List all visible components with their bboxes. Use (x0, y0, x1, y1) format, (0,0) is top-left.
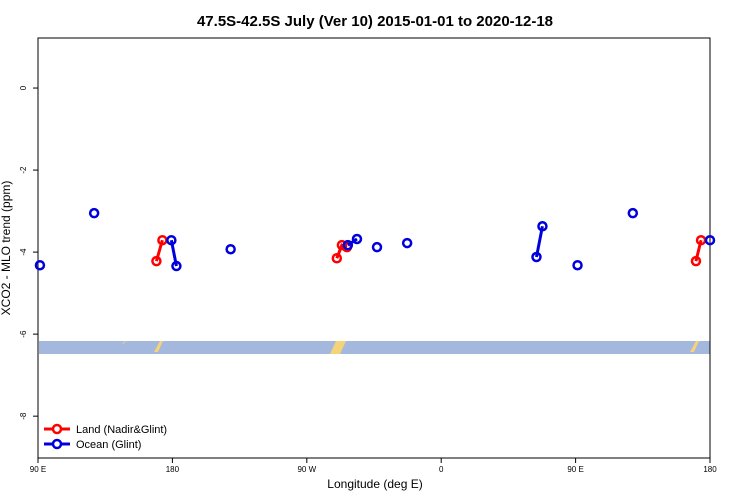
y-tick-label: -2 (19, 166, 28, 174)
data-point (331, 253, 343, 264)
data-point (371, 241, 383, 253)
data-point (627, 207, 639, 219)
data-point (401, 237, 413, 249)
land-patch (330, 341, 346, 354)
legend-label: Ocean (Glint) (76, 439, 141, 451)
data-point (690, 255, 702, 267)
x-axis-label: Longitude (deg E) (327, 477, 422, 491)
data-point (171, 260, 182, 272)
series-line (347, 237, 358, 247)
y-tick-label: -6 (19, 330, 28, 338)
land-strip (39, 341, 710, 354)
data-point (336, 239, 348, 251)
y-tick-label: -8 (19, 412, 28, 420)
data-point (704, 234, 716, 246)
data-point (34, 259, 46, 271)
legend-label: Land (Nadir&Glint) (76, 424, 167, 436)
x-tick-label: 90 E (30, 465, 46, 474)
data-point (351, 233, 363, 245)
land-patch (690, 341, 699, 352)
y-axis-label: XCO2 - MLO trend (ppm) (0, 181, 13, 316)
plot-frame (37, 37, 711, 459)
x-tick-label: 180 (166, 465, 180, 474)
data-point (537, 221, 548, 232)
ocean-band (39, 341, 710, 354)
x-tick-label: 180 (703, 465, 717, 474)
x-tick-label: 90 W (297, 465, 316, 474)
land-patch (122, 341, 126, 344)
legend-marker (51, 438, 63, 450)
land-patch (154, 341, 163, 352)
data-point (88, 207, 100, 219)
data-point (151, 255, 162, 267)
y-tick-label: -4 (19, 248, 28, 256)
data-point (531, 251, 542, 263)
x-tick-label: 90 E (567, 465, 583, 474)
data-point (572, 259, 583, 271)
data-point (225, 243, 236, 255)
y-tick-label: 0 (19, 85, 28, 90)
x-tick-label: 0 (439, 465, 444, 474)
chart-title: 47.5S-42.5S July (Ver 10) 2015-01-01 to … (197, 13, 553, 30)
data-point (166, 234, 177, 246)
data-point (342, 239, 354, 251)
legend-marker (51, 423, 63, 435)
